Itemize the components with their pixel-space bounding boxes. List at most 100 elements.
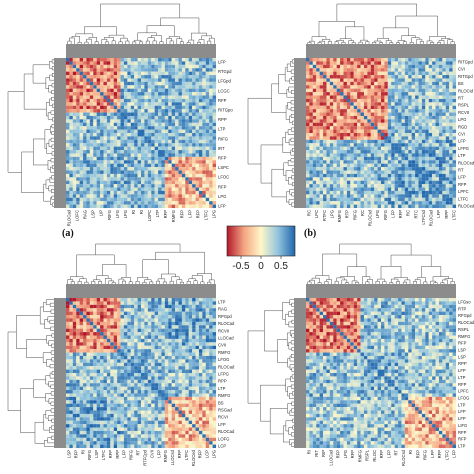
heatmap-cell — [147, 119, 152, 123]
heatmap-cell — [154, 75, 159, 79]
heatmap-cell — [195, 342, 200, 346]
heatmap-cell — [408, 92, 412, 96]
heatmap-cell — [158, 122, 162, 127]
heatmap-cell — [89, 150, 94, 154]
heatmap-cell — [161, 143, 165, 147]
heatmap-cell — [96, 71, 101, 76]
heatmap-cell — [411, 85, 416, 89]
heatmap-cell — [374, 119, 378, 123]
heatmap-cell — [164, 153, 169, 157]
heatmap-cell — [147, 311, 152, 316]
heatmap-cell — [117, 122, 121, 127]
heatmap-cell — [198, 102, 203, 106]
heatmap-cell — [86, 95, 90, 99]
heatmap-cell — [137, 122, 142, 127]
heatmap-cell — [312, 197, 317, 202]
heatmap-cell — [181, 68, 186, 72]
heatmap-cell — [137, 304, 142, 309]
heatmap-cell — [185, 301, 189, 305]
heatmap-cell — [79, 133, 84, 137]
heatmap-cell — [346, 136, 351, 140]
column-tick-label: RLOCad — [429, 209, 434, 226]
heatmap-cell — [86, 338, 90, 343]
heatmap-cell — [123, 342, 128, 346]
heatmap-cell — [202, 119, 206, 123]
heatmap-cell — [432, 112, 436, 117]
heatmap-cell — [188, 197, 193, 202]
heatmap-cell — [164, 194, 169, 198]
heatmap-cell — [134, 109, 138, 113]
heatmap-cell — [86, 98, 90, 103]
row-tick-label: CVI — [458, 67, 465, 72]
heatmap-cell — [154, 355, 159, 360]
heatmap-cell — [83, 325, 87, 329]
heatmap-cell — [326, 156, 330, 161]
heatmap-cell — [357, 115, 361, 120]
heatmap-cell — [123, 156, 128, 161]
heatmap-cell — [333, 75, 337, 79]
heatmap-cell — [319, 112, 324, 117]
heatmap-cell — [370, 115, 375, 120]
heatmap-cell — [154, 156, 159, 161]
left-leaf-gutter — [294, 58, 306, 208]
heatmap-cell — [164, 342, 169, 346]
heatmap-cell — [72, 204, 77, 209]
heatmap-cell — [120, 160, 125, 164]
heatmap-cell — [117, 335, 121, 339]
heatmap-cell — [120, 325, 125, 329]
heatmap-cell — [374, 201, 378, 205]
heatmap-cell — [117, 133, 121, 137]
heatmap-cell — [357, 126, 361, 130]
heatmap-cell — [171, 304, 176, 309]
heatmap-cell — [343, 163, 347, 168]
heatmap-cell — [192, 325, 196, 329]
heatmap-cell — [120, 58, 125, 62]
heatmap-cell — [171, 194, 176, 198]
heatmap-cell — [329, 160, 334, 164]
heatmap-cell — [360, 68, 365, 72]
heatmap-cell — [357, 204, 361, 209]
heatmap-cell — [106, 143, 111, 147]
heatmap-cell — [117, 119, 121, 123]
heatmap-cell — [202, 129, 206, 134]
column-tick-label: LFP — [187, 210, 192, 218]
heatmap-cell — [408, 102, 412, 106]
heatmap-cell — [72, 184, 77, 188]
heatmap-cell — [168, 81, 172, 86]
heatmap-cell — [168, 325, 172, 329]
heatmap-cell — [96, 197, 101, 202]
heatmap-cell — [212, 64, 217, 69]
heatmap-cell — [370, 119, 375, 123]
heatmap-cell — [205, 115, 210, 120]
heatmap-cell — [164, 78, 169, 82]
heatmap-cell — [309, 160, 313, 164]
heatmap-cell — [161, 71, 165, 76]
heatmap-cell — [120, 190, 125, 195]
heatmap-cell — [428, 184, 433, 188]
heatmap-cell — [421, 98, 426, 103]
heatmap-cell — [316, 201, 320, 205]
heatmap-cell — [158, 180, 162, 185]
heatmap-cell — [357, 119, 361, 123]
heatmap-cell — [329, 204, 334, 209]
heatmap-cell — [120, 163, 125, 168]
heatmap-cell — [326, 109, 330, 113]
heatmap-cell — [381, 150, 385, 154]
heatmap-cell — [110, 88, 114, 93]
heatmap-cell — [171, 167, 176, 171]
row-tick-label: LTP — [458, 153, 466, 158]
heatmap-cell — [411, 68, 416, 72]
row-dendrogram-branch — [52, 202, 54, 207]
heatmap-cell — [168, 338, 172, 343]
heatmap-cell — [408, 160, 412, 164]
heatmap-cell — [185, 338, 189, 343]
heatmap-cell — [309, 170, 313, 174]
heatmap-cell — [123, 298, 128, 302]
heatmap-cell — [127, 321, 131, 326]
heatmap-cell — [374, 126, 378, 130]
column-dendrogram-branch — [146, 25, 175, 37]
heatmap-cell — [333, 58, 337, 62]
heatmap-cell — [127, 112, 131, 117]
heatmap-cell — [306, 146, 310, 151]
heatmap-cell — [168, 126, 172, 130]
